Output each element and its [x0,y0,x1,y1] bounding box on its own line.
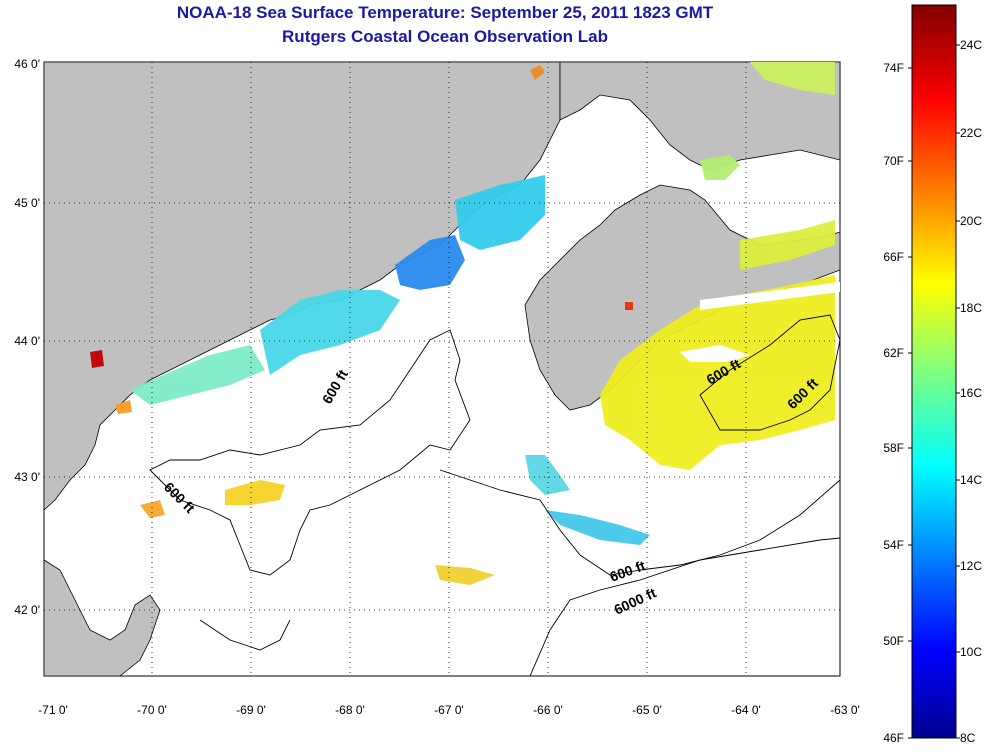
longitude-tick-label: -64 0' [731,703,761,717]
colorbar-fahrenheit-label: 74F [883,61,904,75]
colorbar-celsius-label: 10C [960,645,982,659]
latitude-tick-label: 42 0' [14,603,40,617]
latitude-tick-label: 44 0' [14,334,40,348]
colorbar-celsius-label: 24C [960,38,982,52]
land-nova-scotia [524,184,840,411]
latitude-tick-label: 45 0' [14,196,40,210]
colorbar-celsius-label: 8C [960,731,976,745]
colorbar-fahrenheit-label: 70F [883,154,904,168]
colorbar-fahrenheit-label: 50F [883,634,904,648]
colorbar-fahrenheit-label: 66F [883,250,904,264]
colorbar-fahrenheit-label: 54F [883,538,904,552]
cloud-gap [700,282,840,310]
colorbar-celsius-label: 16C [960,386,982,400]
longitude-tick-label: -63 0' [830,703,860,717]
colorbar-celsius-label: 20C [960,214,982,228]
land-cape-cod [44,559,161,676]
longitude-tick-label: -71 0' [38,703,68,717]
longitude-tick-label: -65 0' [632,703,662,717]
map-title: NOAA-18 Sea Surface Temperature: Septemb… [176,3,714,22]
sst-data-patches [90,62,835,585]
colorbar-fahrenheit-label: 46F [883,731,904,745]
colorbar [911,4,957,739]
colorbar-celsius-label: 12C [960,559,982,573]
land-new-brunswick [559,62,840,171]
map-subtitle: Rutgers Coastal Ocean Observation Lab [282,27,608,46]
longitude-tick-label: -70 0' [137,703,167,717]
colorbar-fahrenheit-label: 62F [883,346,904,360]
colorbar-celsius-label: 22C [960,126,982,140]
colorbar-celsius-label: 18C [960,301,982,315]
longitude-tick-label: -66 0' [533,703,563,717]
longitude-tick-label: -67 0' [434,703,464,717]
latitude-tick-label: 43 0' [14,470,40,484]
bathymetry-contours [149,314,840,676]
colorbar-fahrenheit-label: 58F [883,441,904,455]
colorbar-celsius-label: 14C [960,473,982,487]
cloud-gap [680,345,750,362]
longitude-tick-label: -68 0' [335,703,365,717]
longitude-tick-label: -69 0' [236,703,266,717]
latitude-tick-label: 46 0' [14,57,40,71]
